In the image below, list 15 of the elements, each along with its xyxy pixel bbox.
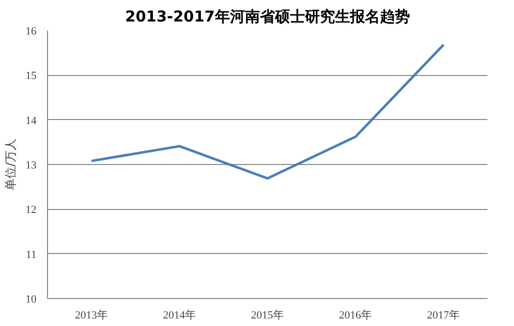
- y-tick-label: 15: [26, 70, 37, 82]
- x-tick-label: 2017年: [427, 310, 460, 322]
- y-tick-label: 14: [26, 114, 37, 127]
- line-series: [90, 44, 445, 180]
- x-tick-label: 2014年: [163, 310, 196, 322]
- y-tick-label: 16: [26, 26, 37, 38]
- y-axis-title: 单位/万人: [4, 138, 18, 191]
- x-tick-label: 2016年: [339, 310, 372, 322]
- y-tick-label: 12: [26, 204, 36, 216]
- x-tick-label: 2015年: [251, 310, 284, 322]
- y-tick-label: 10: [26, 294, 37, 306]
- chart-title: 2013-2017年河南省硕士研究生报名趋势: [125, 8, 410, 26]
- y-tick-label: 11: [26, 248, 36, 261]
- x-tick-label: 2013年: [75, 310, 108, 322]
- y-tick-label: 13: [26, 160, 37, 172]
